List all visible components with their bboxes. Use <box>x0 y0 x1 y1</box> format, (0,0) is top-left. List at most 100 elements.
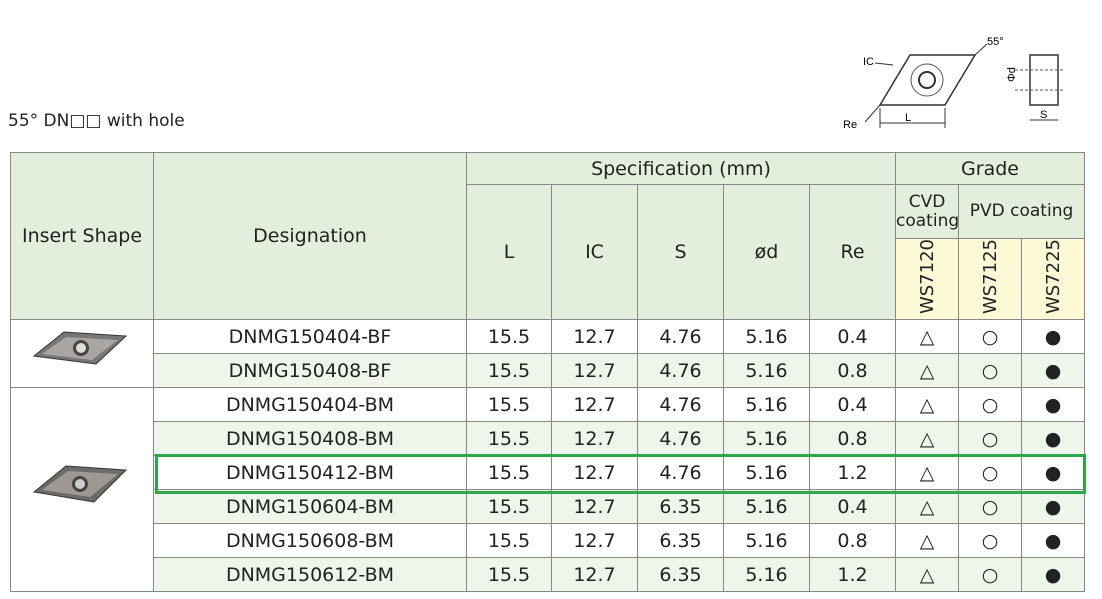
cell: 15.5 <box>466 319 552 355</box>
header-cell: Designation <box>153 151 467 321</box>
data-row: DNMG150612-BM 15.5 12.7 6.35 5.16 1.2 △ ○ ● <box>11 557 1086 593</box>
cell: ● <box>1021 387 1086 423</box>
cell: ● <box>1021 421 1086 457</box>
cell: ● <box>1021 455 1086 491</box>
cell: △ <box>895 489 960 525</box>
cell: ● <box>1021 353 1086 389</box>
cell: 4.76 <box>637 387 724 423</box>
cell: DNMG150412-BM <box>153 455 467 491</box>
cell: 5.16 <box>723 557 810 593</box>
data-row: DNMG150412-BM 15.5 12.7 4.76 5.16 1.2 △ ○ ● <box>11 455 1086 491</box>
cell: 1.2 <box>808 557 897 593</box>
cell: ○ <box>958 489 1023 525</box>
grade-label: WS7120 <box>916 239 938 315</box>
cell: △ <box>895 319 960 355</box>
cell: DNMG150404-BF <box>153 319 467 355</box>
cell: △ <box>895 387 960 423</box>
header-cell: PVD coating <box>958 184 1086 239</box>
cell: 4.76 <box>637 455 724 491</box>
cell: 5.16 <box>723 421 810 457</box>
cell: △ <box>895 353 960 389</box>
grade-label: WS7225 <box>1042 239 1064 315</box>
data-row: DNMG150404-BM 15.5 12.7 4.76 5.16 0.4 △ ○ ● <box>10 387 1086 593</box>
cell: △ <box>895 557 960 593</box>
cell: 12.7 <box>551 523 638 559</box>
cell: 5.16 <box>723 455 810 491</box>
cell: ○ <box>958 387 1023 423</box>
cell: △ <box>895 421 960 457</box>
cell: 6.35 <box>637 489 724 525</box>
header-cell: S <box>637 183 724 321</box>
cell: DNMG150608-BM <box>153 523 467 559</box>
ic-label: IC <box>863 56 874 68</box>
cell: DNMG150408-BF <box>153 353 467 389</box>
cell: 5.16 <box>723 387 810 423</box>
cell: 4.76 <box>637 319 724 355</box>
grade-cell: WS7225 <box>1021 237 1086 321</box>
cell: 15.5 <box>466 557 552 593</box>
l-label: L <box>905 112 911 124</box>
header-cell: Insert Shape <box>10 151 154 321</box>
cell: ● <box>1021 489 1086 525</box>
cell: 12.7 <box>551 489 638 525</box>
cell: 15.5 <box>466 455 552 491</box>
cell: 0.4 <box>808 387 897 423</box>
header-cell: CVD coating <box>895 184 960 239</box>
header-cell: IC <box>551 183 638 321</box>
cell: ○ <box>958 319 1023 355</box>
cell: ○ <box>958 421 1023 457</box>
cell: 12.7 <box>551 353 638 389</box>
cell: 12.7 <box>551 421 638 457</box>
cell: 6.35 <box>637 523 724 559</box>
cell: 4.76 <box>637 353 724 389</box>
cell: DNMG150612-BM <box>153 557 467 593</box>
grade-cell: WS7120 <box>895 237 960 321</box>
cell: 15.5 <box>466 387 552 423</box>
cell: ● <box>1021 557 1086 593</box>
cell: 5.16 <box>723 319 810 355</box>
data-row: DNMG150408-BM 15.5 12.7 4.76 5.16 0.8 △ ○ ● <box>11 421 1086 457</box>
cell: 5.16 <box>723 523 810 559</box>
cell: 6.35 <box>637 557 724 593</box>
angle-label: 55° <box>987 36 1004 48</box>
header-cell: L <box>466 183 552 321</box>
cell: 0.4 <box>808 319 897 355</box>
data-row: DNMG150408-BF 15.5 12.7 4.76 5.16 0.8 △ ○ ● <box>11 353 1086 389</box>
cell: 0.8 <box>808 421 897 457</box>
cell: 12.7 <box>551 319 638 355</box>
cell: DNMG150404-BM <box>153 387 467 423</box>
cell: 15.5 <box>466 353 552 389</box>
s-label: S <box>1040 109 1047 121</box>
grade-label: WS7125 <box>979 239 1001 315</box>
header-cell: Specification (mm) <box>465 152 897 185</box>
header-cell: Re <box>808 183 897 321</box>
re-label: Re <box>843 119 857 131</box>
cell: ○ <box>958 557 1023 593</box>
insert-image-bm <box>32 465 128 503</box>
cell: ● <box>1021 523 1086 559</box>
title: 55° DN□□ with hole <box>8 111 185 131</box>
cell: 0.8 <box>808 353 897 389</box>
cell: 1.2 <box>808 455 897 491</box>
cell: 5.16 <box>723 489 810 525</box>
cell: ● <box>1021 319 1086 355</box>
cell: 0.8 <box>808 523 897 559</box>
cell: △ <box>895 455 960 491</box>
d-label: Φd <box>1006 67 1018 82</box>
cell: DNMG150408-BM <box>153 421 467 457</box>
cell: 12.7 <box>551 557 638 593</box>
cell: 12.7 <box>551 455 638 491</box>
data-row: DNMG150404-BF 15.5 12.7 4.76 5.16 0.4 △ ○ ● <box>10 319 1086 389</box>
cell: 15.5 <box>466 489 552 525</box>
header-row: Insert Shape Designation Specification (mm… <box>10 151 1086 321</box>
diagram: 55° IC Re L Φd S <box>843 36 1065 131</box>
cell: 0.4 <box>808 489 897 525</box>
spec-table: Insert Shape Designation Specification (mm… <box>10 151 1086 593</box>
grade-cell: WS7125 <box>958 237 1023 321</box>
cell: ○ <box>958 523 1023 559</box>
cell: ○ <box>958 455 1023 491</box>
cell: 4.76 <box>637 421 724 457</box>
data-row: DNMG150608-BM 15.5 12.7 6.35 5.16 0.8 △ ○ ● <box>11 523 1086 559</box>
header-row: WS7120 WS7125 WS7225 <box>11 237 1086 321</box>
